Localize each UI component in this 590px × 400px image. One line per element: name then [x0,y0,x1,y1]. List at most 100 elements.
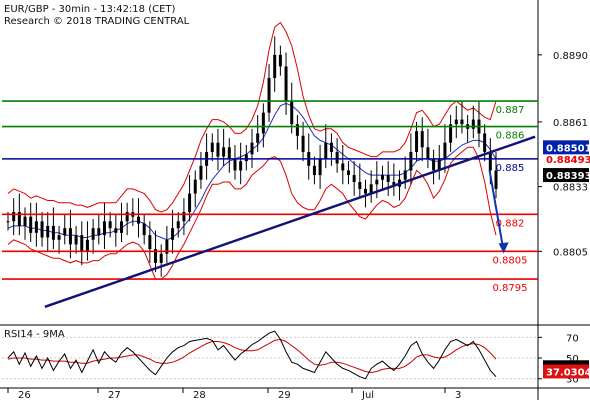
candle-body [148,235,152,250]
candle-body [57,235,61,240]
price-tag-box [543,140,589,155]
candle-body [312,165,316,176]
x-tick-label: 26 [18,390,31,400]
candle-body [329,142,333,152]
candle-body [97,228,101,236]
candle-body [392,181,396,187]
candle-body [318,158,322,176]
candle-body [68,228,72,245]
candle-body [301,135,305,152]
candle-body [85,239,89,252]
candle-body [34,221,38,233]
candle-body [250,142,254,155]
x-tick-label: 27 [108,390,121,400]
candle-body [51,225,55,240]
candle-body [154,249,158,263]
x-tick-label: 28 [193,390,206,400]
candle-body [284,66,288,102]
level-label: 0.882 [496,218,525,229]
candle-body [352,175,356,182]
candle-body [426,147,430,159]
price-tick-label: 0.8861 [553,118,588,129]
rsi-tick-label: 50 [566,354,579,365]
candle-body [108,221,112,229]
candle-body [216,142,220,157]
candle-body [165,239,169,254]
rsi-main-line [7,330,497,380]
projection-arrow-head [498,242,509,254]
candle-body [278,54,282,67]
candle-body [29,216,33,233]
candle-body [460,119,464,125]
candle-body [437,158,441,171]
rsi-panel: 70503041.049437.0304 [2,330,590,386]
bollinger-upper-band [7,21,497,213]
candle-body [159,253,163,263]
candle-body [244,154,248,162]
candle-body [171,228,175,240]
candle-body [261,112,265,134]
candle-body [142,223,146,236]
candle-body [74,235,78,245]
candle-body [137,216,141,224]
candle-body [483,133,487,152]
x-tick-label: 29 [278,390,291,400]
moving-average-line [7,102,497,241]
candle-body [295,124,299,136]
candle-body [233,158,237,171]
projection-arrow-line [488,170,505,252]
candle-body [403,170,407,180]
trendline [44,135,536,308]
candle-body [273,54,277,78]
price-tag-label: 0.88393 [546,171,590,182]
candle-body [454,119,458,125]
rsi-tag-label: 37.0304 [546,367,590,378]
candle-body [471,119,475,129]
candle-body [335,151,339,164]
candle-body [432,158,436,171]
candle-body [102,221,106,236]
rsi-tick-label: 70 [566,333,579,344]
candle-body [119,221,123,233]
level-label: 0.886 [496,131,525,142]
candle-body [256,133,260,143]
price-tick-label: 0.8805 [553,247,588,258]
candle-body [369,184,373,194]
chart-title: EUR/GBP - 30min - 13:42:18 (CET) [4,4,176,15]
candle-body [63,228,67,236]
candle-body [176,221,180,229]
copyright-text: Research © 2018 TRADING CENTRAL [4,16,190,27]
candle-body [358,181,362,189]
x-tick-label: Jul [361,390,374,400]
candle-body [375,179,379,185]
rsi-title: RSI14 - 9MA [4,329,65,340]
candle-body [239,161,243,171]
candle-body [188,193,192,213]
candle-body [443,142,447,159]
candle-body [40,221,44,238]
candle-body [91,228,95,240]
rsi-signal-line [7,338,497,374]
candle-body [12,212,16,222]
candle-body [488,151,492,171]
candle-body [199,165,203,180]
rsi-tick-label: 30 [566,375,579,386]
x-tick-label: 3 [455,390,461,400]
candle-body [182,212,186,222]
candle-body [409,151,413,171]
candle-body [346,170,350,176]
candle-body [363,188,367,194]
candle-body [386,175,390,182]
price-tag-box [543,168,589,183]
price-tag-label: 0.88501 [546,143,590,154]
candle-body [227,147,231,159]
candle-body [222,147,226,157]
candle-body [420,131,424,148]
candle-body [324,142,328,159]
candle-body [80,235,84,252]
price-tick-label: 0.8890 [553,51,588,62]
candle-body [23,216,27,226]
